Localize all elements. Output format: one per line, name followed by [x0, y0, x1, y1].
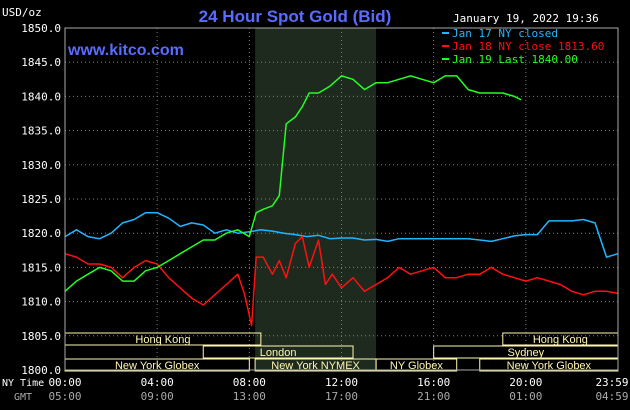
series-line-jan18 — [64, 235, 619, 327]
legend-swatch-jan17 — [442, 32, 449, 34]
watermark: www.kitco.com — [67, 42, 184, 59]
market-bands: Hong Kong London New York Globex New York N… — [64, 332, 619, 372]
market-band-label: New York Globex — [115, 360, 200, 372]
y-tick-label: 1825.0 — [21, 193, 61, 206]
x-tick-label-gmt: 01:00 — [509, 390, 542, 403]
x-tick-label-ny: 08:00 — [233, 376, 266, 389]
market-band-label: New York NYMEX — [271, 360, 360, 372]
chart-title: 24 Hour Spot Gold (Bid) — [199, 7, 392, 26]
x-tick-label-ny: 04:00 — [141, 376, 174, 389]
market-band-label: London — [260, 347, 297, 359]
market-band-label: Hong Kong — [135, 334, 190, 346]
x-tick-label-ny: 20:00 — [509, 376, 542, 389]
x-tick-label-gmt: 21:00 — [417, 390, 450, 403]
series-lines — [64, 75, 619, 327]
gmt-row-label: GMT — [14, 392, 32, 403]
legend: Jan 17 NY closed Jan 18 NY close 1813.60… — [442, 27, 604, 66]
y-tick-label: 1840.0 — [21, 90, 61, 103]
y-axis: 1800.0 1805.0 1810.0 1815.0 1820.0 1825.0 1830… — [21, 22, 61, 377]
y-tick-label: 1800.0 — [21, 364, 61, 377]
legend-entry-jan19: Jan 19 Last 1840.00 — [452, 53, 578, 66]
market-band — [375, 358, 458, 372]
series-line-jan17 — [64, 211, 619, 258]
y-tick-label: 1810.0 — [21, 296, 61, 309]
unit-label: USD/oz — [2, 6, 42, 19]
x-tick-label-ny: 16:00 — [417, 376, 450, 389]
x-tick-label-gmt: 09:00 — [141, 390, 174, 403]
market-band-label: Sydney — [507, 347, 544, 359]
x-tick-label-gmt: 17:00 — [325, 390, 358, 403]
shaded-region — [255, 28, 377, 370]
market-band-label: NY Globex — [390, 360, 443, 372]
market-band-label: Hong Kong — [533, 334, 588, 346]
x-tick-label-gmt: 04:59 — [595, 390, 628, 403]
market-band-label: New York Globex — [507, 360, 592, 372]
x-tick-label-gmt: 05:00 — [48, 390, 81, 403]
legend-entry-jan17: Jan 17 NY closed — [452, 27, 558, 40]
y-tick-label: 1815.0 — [21, 261, 61, 274]
y-tick-label: 1850.0 — [21, 22, 61, 35]
y-tick-label: 1835.0 — [21, 125, 61, 138]
plot-frame — [64, 27, 619, 371]
x-tick-label-ny: 23:59 — [595, 376, 628, 389]
x-tick-label-ny: 12:00 — [325, 376, 358, 389]
y-tick-label: 1820.0 — [21, 227, 61, 240]
legend-entry-jan18: Jan 18 NY close 1813.60 — [452, 40, 604, 53]
x-tick-label-gmt: 13:00 — [233, 390, 266, 403]
timestamp: January 19, 2022 19:36 — [453, 12, 599, 25]
market-band — [202, 345, 354, 359]
ny-time-row-label: NY Time — [2, 378, 44, 389]
x-tick-label-ny: 00:00 — [48, 376, 81, 389]
legend-swatch-jan18 — [442, 45, 449, 47]
y-tick-label: 1830.0 — [21, 159, 61, 172]
series-line-jan19 — [64, 75, 522, 292]
y-tick-label: 1845.0 — [21, 56, 61, 69]
y-tick-label: 1805.0 — [21, 330, 61, 343]
legend-swatch-jan19 — [442, 58, 449, 60]
